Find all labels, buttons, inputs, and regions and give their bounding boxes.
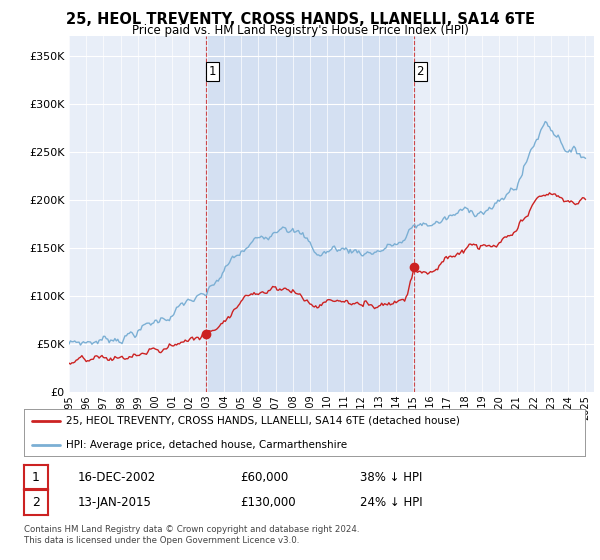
Text: £130,000: £130,000 bbox=[240, 496, 296, 509]
Text: 2: 2 bbox=[32, 496, 40, 509]
Text: 1: 1 bbox=[209, 65, 216, 78]
Text: HPI: Average price, detached house, Carmarthenshire: HPI: Average price, detached house, Carm… bbox=[66, 440, 347, 450]
Text: 1: 1 bbox=[32, 470, 40, 484]
Text: 38% ↓ HPI: 38% ↓ HPI bbox=[360, 470, 422, 484]
Text: £60,000: £60,000 bbox=[240, 470, 288, 484]
Text: Price paid vs. HM Land Registry's House Price Index (HPI): Price paid vs. HM Land Registry's House … bbox=[131, 24, 469, 37]
Text: 25, HEOL TREVENTY, CROSS HANDS, LLANELLI, SA14 6TE: 25, HEOL TREVENTY, CROSS HANDS, LLANELLI… bbox=[65, 12, 535, 27]
Text: 24% ↓ HPI: 24% ↓ HPI bbox=[360, 496, 422, 509]
Text: 16-DEC-2002: 16-DEC-2002 bbox=[78, 470, 156, 484]
Text: 25, HEOL TREVENTY, CROSS HANDS, LLANELLI, SA14 6TE (detached house): 25, HEOL TREVENTY, CROSS HANDS, LLANELLI… bbox=[66, 416, 460, 426]
Text: Contains HM Land Registry data © Crown copyright and database right 2024.
This d: Contains HM Land Registry data © Crown c… bbox=[24, 525, 359, 545]
Text: 13-JAN-2015: 13-JAN-2015 bbox=[78, 496, 152, 509]
Bar bbox=[206, 36, 414, 392]
Text: 2: 2 bbox=[416, 65, 424, 78]
